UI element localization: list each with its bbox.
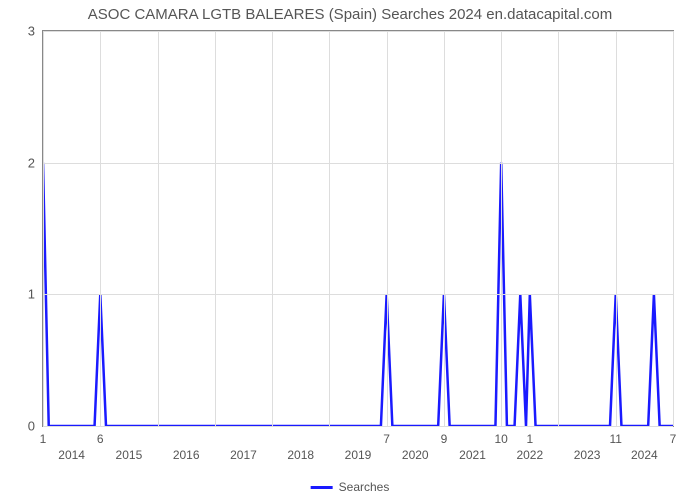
x-axis-tick-label: 1: [40, 426, 47, 446]
line-series: [43, 31, 673, 426]
x-axis-year-label: 2022: [516, 426, 543, 462]
x-axis-year-label: 2017: [230, 426, 257, 462]
x-axis-year-label: 2023: [574, 426, 601, 462]
grid-line-vertical: [444, 31, 445, 426]
x-axis-year-label: 2021: [459, 426, 486, 462]
x-axis-year-label: 2024: [631, 426, 658, 462]
grid-line-vertical: [215, 31, 216, 426]
x-axis-year-label: 2019: [345, 426, 372, 462]
chart-container: ASOC CAMARA LGTB BALEARES (Spain) Search…: [0, 0, 700, 500]
grid-line-horizontal: [43, 31, 673, 32]
legend: Searches: [311, 480, 390, 494]
x-axis-year-label: 2014: [58, 426, 85, 462]
grid-line-vertical: [158, 31, 159, 426]
grid-line-vertical: [329, 31, 330, 426]
grid-line-vertical: [558, 31, 559, 426]
x-axis-tick-label: 7: [383, 426, 390, 446]
grid-line-vertical: [100, 31, 101, 426]
x-axis-year-label: 2015: [116, 426, 143, 462]
y-axis-tick-label: 1: [28, 287, 43, 302]
grid-line-vertical: [501, 31, 502, 426]
grid-line-horizontal: [43, 163, 673, 164]
x-axis-tick-label: 9: [441, 426, 448, 446]
grid-line-vertical: [616, 31, 617, 426]
grid-line-vertical: [387, 31, 388, 426]
x-axis-tick-label: 10: [494, 426, 507, 446]
x-axis-year-label: 2018: [287, 426, 314, 462]
plot-area: 0123167910111720142015201620172018201920…: [42, 30, 674, 427]
x-axis-year-label: 2020: [402, 426, 429, 462]
x-axis-tick-label: 7: [670, 426, 677, 446]
x-axis-tick-label: 11: [609, 426, 621, 446]
chart-title: ASOC CAMARA LGTB BALEARES (Spain) Search…: [0, 0, 700, 23]
legend-swatch: [311, 486, 333, 489]
x-axis-year-label: 2016: [173, 426, 200, 462]
grid-line-vertical: [43, 31, 44, 426]
y-axis-tick-label: 2: [28, 155, 43, 170]
y-axis-tick-label: 3: [28, 24, 43, 39]
legend-label: Searches: [339, 480, 390, 494]
grid-line-horizontal: [43, 294, 673, 295]
grid-line-vertical: [673, 31, 674, 426]
x-axis-tick-label: 6: [97, 426, 104, 446]
grid-line-vertical: [272, 31, 273, 426]
